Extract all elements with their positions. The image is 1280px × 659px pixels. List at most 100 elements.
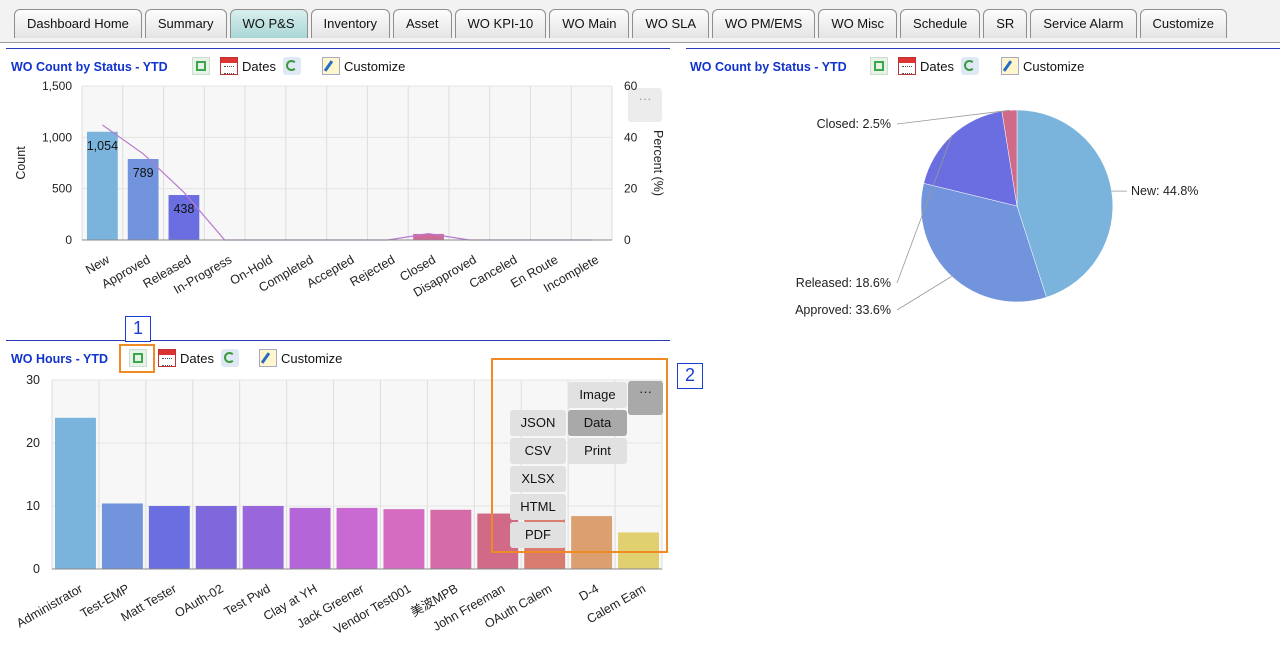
status-pie-chart: New: 44.8% Approved: 33.6% Released: 18.6%… (795, 109, 1198, 317)
export-data-item[interactable]: Data (568, 410, 627, 436)
y-tick-label: 20 (26, 436, 40, 450)
bar (430, 509, 472, 569)
annotation-label-2: 2 (677, 363, 703, 389)
refresh-button[interactable] (961, 55, 983, 77)
tab-summary[interactable]: Summary (144, 9, 227, 38)
highlight-box-2 (491, 358, 668, 553)
expand-button[interactable] (192, 55, 214, 77)
data-label: 438 (173, 202, 194, 216)
status-bar-chart: 05001,0001,50002040601,054New789Approved… (14, 79, 665, 300)
tab-asset[interactable]: Asset (393, 9, 452, 38)
bar (127, 158, 159, 240)
customize-label: Customize (1023, 58, 1085, 74)
calendar-icon (158, 349, 176, 367)
bar (242, 506, 284, 569)
pie-label: Closed: 2.5% (817, 117, 891, 131)
bar (195, 506, 237, 569)
pie-label: Approved: 33.6% (795, 303, 891, 317)
dates-button[interactable]: Dates (898, 55, 954, 77)
bar (413, 233, 444, 240)
dates-button[interactable]: Dates (158, 347, 214, 369)
refresh-button[interactable] (283, 55, 305, 77)
customize-button[interactable]: Customize (259, 347, 342, 369)
dates-label: Dates (920, 58, 954, 74)
x-tick-label: Administrator (14, 581, 85, 630)
export-xlsx-item[interactable]: XLSX (510, 466, 566, 492)
export-pdf-item[interactable]: PDF (510, 522, 566, 548)
customize-button[interactable]: Customize (322, 55, 405, 77)
pie-label: Released: 18.6% (796, 276, 891, 290)
tab-inventory[interactable]: Inventory (310, 9, 391, 38)
tab-schedule[interactable]: Schedule (900, 9, 981, 38)
pie-label: New: 44.8% (1131, 184, 1198, 198)
y2-tick-label: 20 (624, 182, 638, 196)
status-pie-panel-title: WO Count by Status - YTD (690, 60, 847, 74)
tab-wo-p-s[interactable]: WO P&S (229, 9, 308, 38)
dates-label: Dates (180, 350, 214, 366)
x-tick-label: Accepted (304, 252, 356, 290)
y-axis-title: Count (14, 146, 28, 180)
pie-leader-line (896, 135, 953, 284)
refresh-icon (283, 57, 301, 75)
bar (618, 532, 659, 569)
expand-icon (192, 57, 210, 75)
panel-divider (686, 48, 1280, 49)
export-print-item[interactable]: Print (568, 438, 627, 464)
y-tick-label: 0 (33, 562, 40, 576)
bar (383, 509, 425, 569)
export-html-item[interactable]: HTML (510, 494, 566, 520)
export-image-item[interactable]: Image (568, 382, 627, 408)
dates-label: Dates (242, 58, 276, 74)
tab-service-alarm[interactable]: Service Alarm (1030, 9, 1137, 38)
tab-wo-main[interactable]: WO Main (549, 9, 630, 38)
y-tick-label: 1,500 (42, 79, 72, 93)
export-csv-item[interactable]: CSV (510, 438, 566, 464)
expand-icon (129, 349, 147, 367)
calendar-icon (898, 57, 916, 75)
bar (336, 507, 378, 569)
y-tick-label: 0 (65, 233, 72, 247)
expand-button[interactable] (870, 55, 892, 77)
tab-wo-misc[interactable]: WO Misc (818, 9, 898, 38)
refresh-button[interactable] (221, 347, 243, 369)
tab-dashboard-home[interactable]: Dashboard Home (14, 9, 142, 38)
expand-icon (870, 57, 888, 75)
hours-panel-title: WO Hours - YTD (11, 352, 108, 366)
bar (87, 131, 118, 240)
x-tick-label: Rejected (348, 252, 398, 289)
y2-tick-label: 60 (624, 79, 638, 93)
annotation-label-1: 1 (125, 316, 151, 342)
customize-button[interactable]: Customize (1001, 55, 1084, 77)
export-json-item[interactable]: JSON (510, 410, 566, 436)
data-label: 789 (133, 166, 154, 180)
customize-label: Customize (344, 58, 406, 74)
pie-leader-line (896, 109, 1010, 125)
chart-menu-button[interactable]: ··· (628, 88, 662, 122)
dates-button[interactable]: Dates (220, 55, 276, 77)
y2-tick-label: 40 (624, 130, 638, 144)
customize-icon (1001, 57, 1019, 75)
tab-sr[interactable]: SR (983, 9, 1028, 38)
tab-customize[interactable]: Customize (1139, 9, 1227, 38)
tab-list: Dashboard Home Summary WO P&S Inventory Asse… (14, 9, 1230, 39)
chart-menu-button[interactable]: ··· (628, 381, 663, 415)
y-tick-label: 30 (26, 373, 40, 387)
panel-divider (6, 340, 670, 341)
tab-wo-pm-ems[interactable]: WO PM/EMS (712, 9, 816, 38)
status-bar-panel-title: WO Count by Status - YTD (11, 60, 168, 74)
customize-icon (259, 349, 277, 367)
calendar-icon (220, 57, 238, 75)
tab-wo-sla[interactable]: WO SLA (632, 9, 710, 38)
y-tick-label: 1,000 (42, 130, 72, 144)
bar (571, 516, 613, 569)
y-tick-label: 10 (26, 499, 40, 513)
tab-wo-kpi-10[interactable]: WO KPI-10 (454, 9, 547, 38)
expand-button[interactable] (129, 347, 151, 369)
y-tick-label: 500 (52, 182, 72, 196)
bar (148, 506, 190, 569)
refresh-icon (221, 349, 239, 367)
data-label: 1,054 (87, 139, 118, 153)
highlight-box-1 (119, 344, 155, 373)
panel-divider (6, 48, 670, 49)
pie-leader-line (896, 276, 952, 311)
